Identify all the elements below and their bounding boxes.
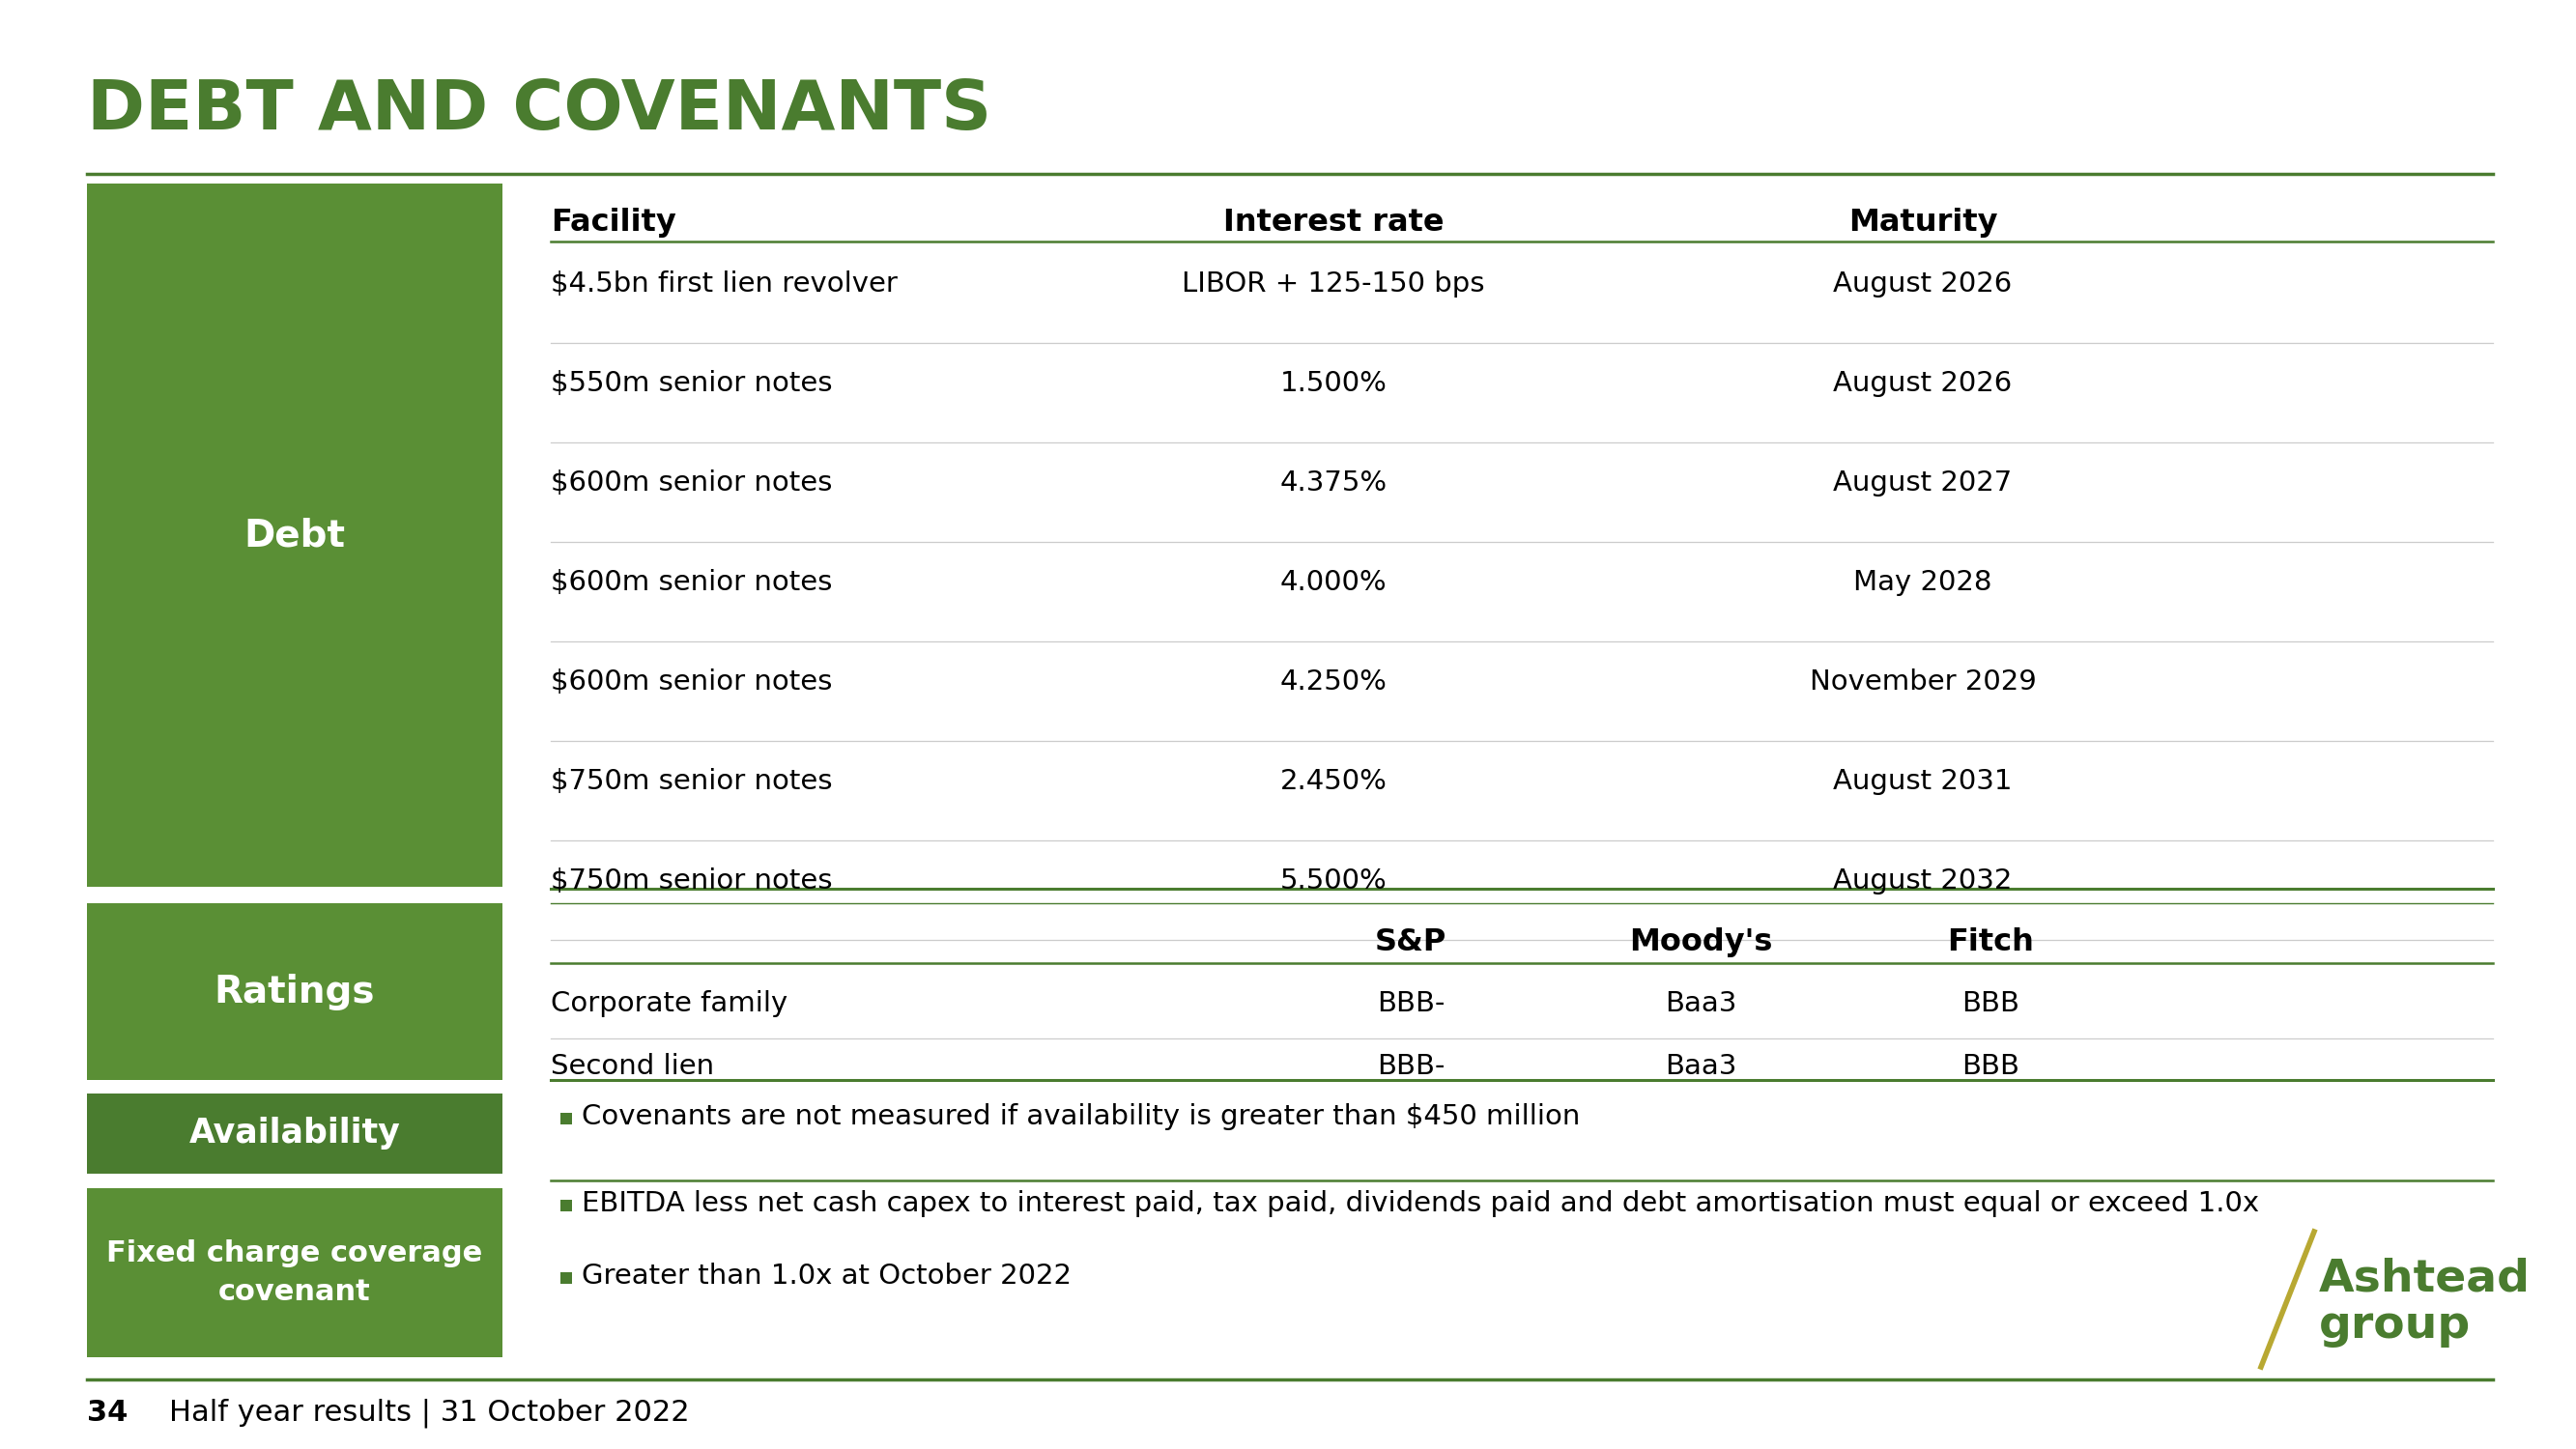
Bar — [88, 1094, 502, 1174]
Text: 4.000%: 4.000% — [1280, 569, 1386, 596]
Text: $750m senior notes: $750m senior notes — [551, 868, 832, 894]
Text: Fixed charge coverage
covenant: Fixed charge coverage covenant — [106, 1239, 482, 1307]
Text: Baa3: Baa3 — [1664, 1053, 1736, 1080]
Text: Facility: Facility — [551, 207, 675, 238]
Text: $600m senior notes: $600m senior notes — [551, 469, 832, 497]
Text: Interest rate: Interest rate — [1224, 207, 1443, 238]
Bar — [88, 903, 502, 1080]
Text: BBB-: BBB- — [1376, 990, 1445, 1017]
Text: $4.5bn first lien revolver: $4.5bn first lien revolver — [551, 271, 896, 297]
Text: 5.500%: 5.500% — [1280, 868, 1386, 894]
Text: Baa3: Baa3 — [1664, 990, 1736, 1017]
Text: BBB-: BBB- — [1376, 1053, 1445, 1080]
Text: DEBT AND COVENANTS: DEBT AND COVENANTS — [88, 77, 992, 143]
Text: Fitch: Fitch — [1947, 927, 2035, 958]
Text: Debt: Debt — [245, 517, 345, 554]
Bar — [562, 1113, 572, 1124]
Text: Availability: Availability — [188, 1117, 399, 1151]
Text: EBITDA less net cash capex to interest paid, tax paid, dividends paid and debt a: EBITDA less net cash capex to interest p… — [582, 1190, 2259, 1217]
Text: 34: 34 — [88, 1398, 129, 1427]
Text: S&P: S&P — [1376, 927, 1448, 958]
Text: 1.500%: 1.500% — [1280, 369, 1386, 397]
Text: Greater than 1.0x at October 2022: Greater than 1.0x at October 2022 — [582, 1262, 1072, 1290]
Text: Moody's: Moody's — [1628, 927, 1772, 958]
Text: August 2026: August 2026 — [1834, 369, 2012, 397]
Text: LIBOR + 125-150 bps: LIBOR + 125-150 bps — [1182, 271, 1484, 297]
Text: BBB: BBB — [1960, 990, 2020, 1017]
Text: November 2029: November 2029 — [1808, 668, 2035, 696]
Bar — [562, 1272, 572, 1284]
Text: May 2028: May 2028 — [1855, 569, 1991, 596]
Text: $550m senior notes: $550m senior notes — [551, 369, 832, 397]
Text: Ashtead
group: Ashtead group — [2318, 1258, 2530, 1348]
Bar — [562, 1200, 572, 1211]
Text: 4.375%: 4.375% — [1280, 469, 1386, 497]
Bar — [88, 184, 502, 887]
Text: $600m senior notes: $600m senior notes — [551, 569, 832, 596]
Text: Corporate family: Corporate family — [551, 990, 788, 1017]
Text: Maturity: Maturity — [1847, 207, 1996, 238]
Text: Ratings: Ratings — [214, 974, 376, 1010]
Text: 2.450%: 2.450% — [1280, 768, 1386, 796]
Text: 4.250%: 4.250% — [1280, 668, 1386, 696]
Text: Second lien: Second lien — [551, 1053, 714, 1080]
Text: $600m senior notes: $600m senior notes — [551, 668, 832, 696]
Text: August 2026: August 2026 — [1834, 271, 2012, 297]
Text: August 2031: August 2031 — [1834, 768, 2012, 796]
Text: Covenants are not measured if availability is greater than $450 million: Covenants are not measured if availabili… — [582, 1103, 1579, 1130]
Text: August 2032: August 2032 — [1834, 868, 2012, 894]
Text: Half year results | 31 October 2022: Half year results | 31 October 2022 — [170, 1398, 690, 1429]
Text: $750m senior notes: $750m senior notes — [551, 768, 832, 796]
Text: August 2027: August 2027 — [1834, 469, 2012, 497]
Text: BBB: BBB — [1960, 1053, 2020, 1080]
Bar — [88, 1188, 502, 1358]
